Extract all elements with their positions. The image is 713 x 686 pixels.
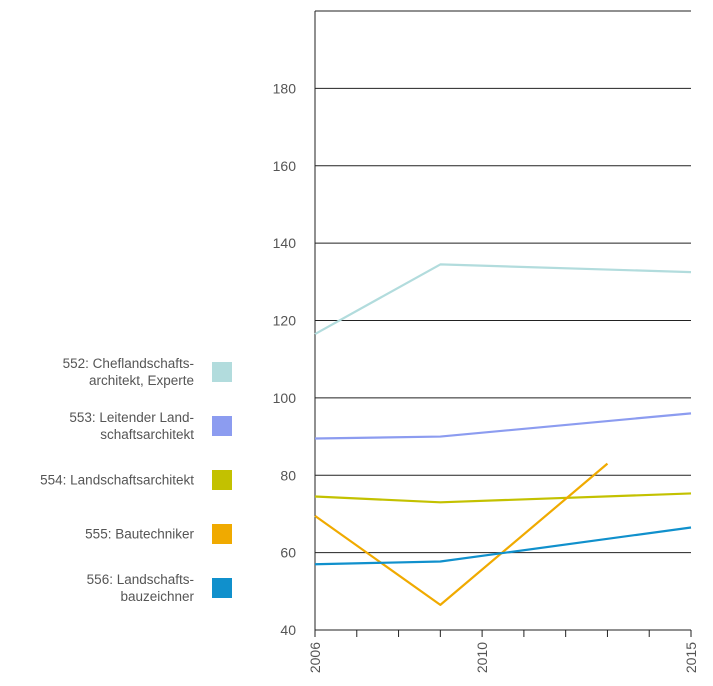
y-tick-label: 140 (273, 235, 297, 251)
y-tick-label: 120 (273, 313, 297, 329)
legend-label: 554: Landschaftsarchitekt (40, 472, 194, 488)
legend-item-553: 553: Leitender Land- schaftsarchitekt (0, 406, 240, 446)
y-tick-label: 40 (280, 622, 296, 638)
legend-item-556: 556: Landschafts- bauzeichner (0, 568, 240, 608)
x-axis-labels: 2006 2010 2015 (307, 642, 699, 673)
y-tick-label: 60 (280, 545, 296, 561)
x-tick-label: 2010 (474, 642, 490, 673)
series-line-553 (314, 412, 692, 440)
x-tick-label: 2015 (683, 642, 699, 673)
series-line-554 (314, 492, 692, 504)
legend-item-554: 554: Landschaftsarchitekt (0, 460, 240, 500)
x-tick-label: 2006 (307, 642, 323, 673)
y-tick-label: 80 (280, 467, 296, 483)
legend-swatch (212, 524, 232, 544)
y-tick-label: 180 (273, 80, 297, 96)
legend-swatch (212, 416, 232, 436)
legend-swatch (212, 578, 232, 598)
legend-label: 552: Cheflandschafts- architekt, Experte (62, 356, 194, 388)
gridlines (315, 10, 691, 554)
y-tick-label: 100 (273, 390, 297, 406)
series-line-555 (314, 462, 609, 606)
legend-label: 556: Landschafts- bauzeichner (86, 572, 194, 604)
legend-swatch (212, 362, 232, 382)
series-line-552 (314, 263, 692, 336)
legend-label: 553: Leitender Land- schaftsarchitekt (69, 410, 194, 442)
legend-label: 555: Bautechniker (85, 526, 194, 542)
y-tick-label: 160 (273, 158, 297, 174)
y-axis-labels: 40 60 80 100 120 140 160 180 (273, 80, 297, 638)
legend-swatch (212, 470, 232, 490)
x-axis-ticks (314, 630, 692, 637)
legend: 552: Cheflandschafts- architekt, Experte… (0, 0, 240, 686)
series-lines (314, 263, 692, 606)
series-line-556 (314, 526, 692, 566)
legend-item-552: 552: Cheflandschafts- architekt, Experte (0, 352, 240, 392)
legend-item-555: 555: Bautechniker (0, 514, 240, 554)
